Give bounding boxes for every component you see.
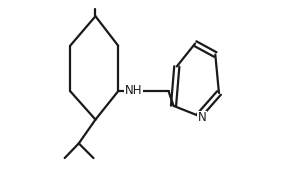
Text: NH: NH (125, 84, 143, 97)
Text: N: N (198, 111, 206, 124)
